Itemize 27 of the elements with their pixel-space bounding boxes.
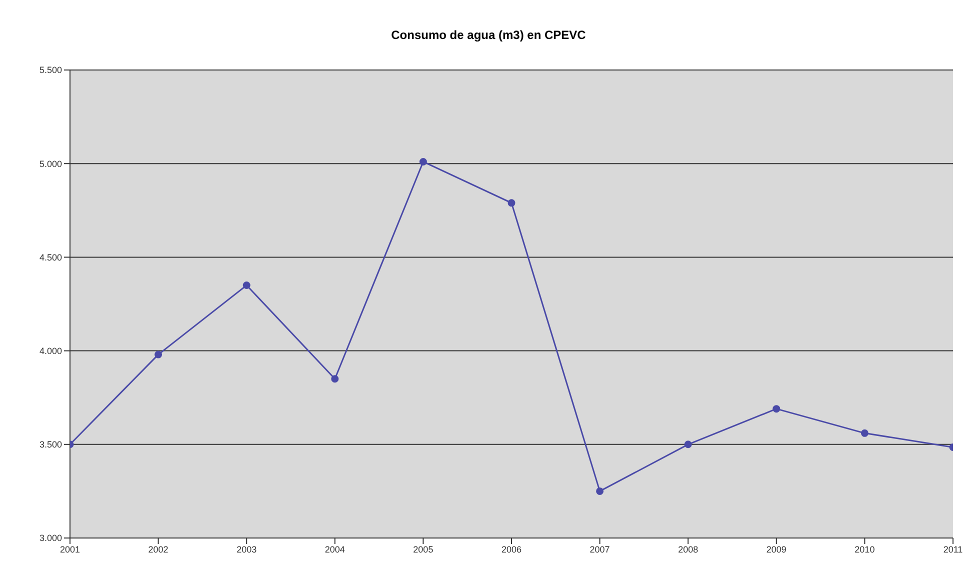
point <box>331 375 339 383</box>
point <box>772 405 780 413</box>
y-tick-label: 4.500 <box>39 252 62 262</box>
x-tick-label: 2010 <box>854 544 875 554</box>
point <box>154 350 162 358</box>
point <box>860 429 868 437</box>
x-tick-label: 2011 <box>943 544 963 554</box>
point <box>684 440 692 448</box>
x-tick-label: 2008 <box>678 544 698 554</box>
point <box>596 487 604 495</box>
point <box>242 282 250 290</box>
x-tick-label: 2002 <box>148 544 168 554</box>
y-tick-label: 4.000 <box>39 346 62 356</box>
y-tick-label: 5.000 <box>39 158 62 169</box>
point <box>419 158 427 166</box>
chart-title: Consumo de agua (m3) en CPEVC <box>390 27 587 44</box>
x-tick-label: 2004 <box>324 544 345 554</box>
point <box>508 199 516 207</box>
x-tick-label: 2006 <box>501 544 522 554</box>
x-tick-label: 2003 <box>236 544 257 554</box>
x-tick-label: 2005 <box>413 544 434 554</box>
x-tick-label: 2007 <box>590 544 610 554</box>
y-tick-label: 3.000 <box>39 533 62 544</box>
y-tick-label: 5.500 <box>39 65 62 76</box>
x-tick-label: 2009 <box>766 544 786 554</box>
x-tick-label: 2001 <box>60 544 80 554</box>
y-tick-label: 3.500 <box>39 440 62 450</box>
